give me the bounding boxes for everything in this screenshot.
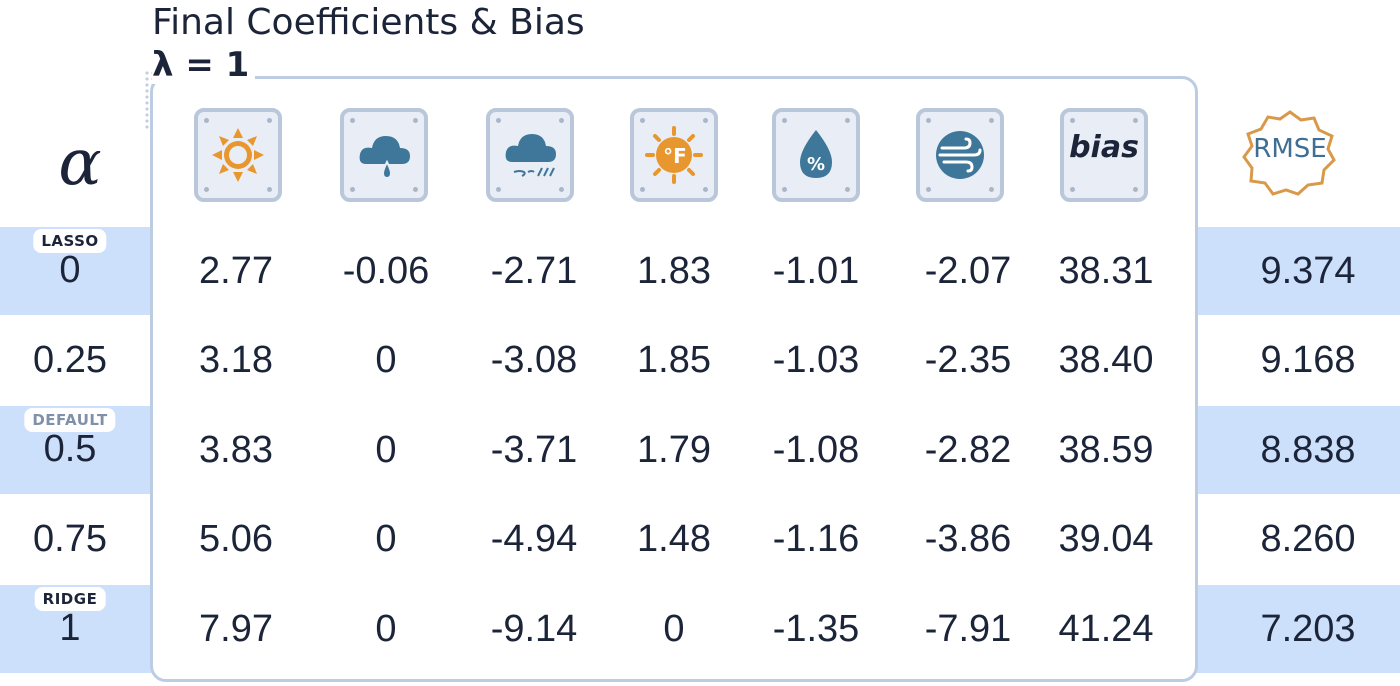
- coef-sun: 7.97: [199, 608, 273, 650]
- coef-rain: -0.06: [342, 250, 430, 292]
- chart-title: Final Coefficients & Bias: [152, 2, 585, 43]
- coef-bias: 38.59: [1058, 429, 1154, 471]
- coef-bias: 41.24: [1058, 608, 1154, 650]
- bias-header: bias: [1069, 130, 1139, 165]
- coef-snow: -3.08: [490, 339, 578, 381]
- coef-rain: 0: [375, 608, 397, 650]
- table-row: 0.75 5.06 0 -4.94 1.48 -1.16 -3.86 39.04…: [0, 495, 1400, 583]
- rmse-value: 8.838: [1260, 429, 1356, 471]
- rmse-badge-icon: [1242, 110, 1336, 196]
- coef-rain: 0: [375, 429, 397, 471]
- alpha-value: 0.75: [33, 518, 107, 560]
- coef-snow: -4.94: [490, 518, 578, 560]
- rmse-badge: RMSE: [1240, 108, 1340, 196]
- coef-humidity: -1.35: [772, 608, 860, 650]
- coef-snow: -2.71: [490, 250, 578, 292]
- row-tag: LASSO: [33, 229, 107, 253]
- coef-wind: -2.35: [924, 339, 1012, 381]
- coef-temp: 1.85: [637, 339, 711, 381]
- coef-rain: 0: [375, 339, 397, 381]
- coef-sun: 3.83: [199, 429, 273, 471]
- svg-text:°F: °F: [663, 144, 687, 168]
- coef-humidity: -1.01: [772, 250, 860, 292]
- svg-text:%: %: [807, 154, 825, 175]
- coef-snow: -9.14: [490, 608, 578, 650]
- coef-temp: 0: [663, 608, 685, 650]
- table-row: 0.25 3.18 0 -3.08 1.85 -1.03 -2.35 38.40…: [0, 316, 1400, 404]
- coef-humidity: -1.03: [772, 339, 860, 381]
- fahrenheit-sun-icon: °F: [630, 108, 718, 202]
- wind-icon: [916, 108, 1004, 202]
- coef-sun: 2.77: [199, 250, 273, 292]
- coef-bias: 38.40: [1058, 339, 1154, 381]
- coef-humidity: -1.08: [772, 429, 860, 471]
- alpha-value: 1: [59, 607, 81, 649]
- alpha-value: 0: [59, 249, 81, 291]
- rmse-value: 7.203: [1260, 608, 1356, 650]
- coef-wind: -7.91: [924, 608, 1012, 650]
- coef-rain: 0: [375, 518, 397, 560]
- coef-bias: 38.31: [1058, 250, 1154, 292]
- snow-cloud-icon: [486, 108, 574, 202]
- coef-temp: 1.48: [637, 518, 711, 560]
- coef-temp: 1.83: [637, 250, 711, 292]
- rain-cloud-icon: [340, 108, 428, 202]
- coef-wind: -2.82: [924, 429, 1012, 471]
- coef-humidity: -1.16: [772, 518, 860, 560]
- row-tag: RIDGE: [34, 587, 106, 611]
- alpha-value: 0.5: [43, 428, 97, 470]
- rmse-value: 9.168: [1260, 339, 1356, 381]
- rmse-value: 8.260: [1260, 518, 1356, 560]
- table-row: LASSO 0 2.77 -0.06 -2.71 1.83 -1.01 -2.0…: [0, 227, 1400, 315]
- table-row: DEFAULT 0.5 3.83 0 -3.71 1.79 -1.08 -2.8…: [0, 406, 1400, 494]
- humidity-drop-icon: %: [772, 108, 860, 202]
- lambda-label: λ = 1: [152, 46, 256, 84]
- bias-icon: bias: [1060, 108, 1148, 202]
- rmse-value: 9.374: [1260, 250, 1356, 292]
- row-tag: DEFAULT: [24, 408, 116, 432]
- alpha-header: α: [58, 126, 102, 200]
- coef-wind: -2.07: [924, 250, 1012, 292]
- alpha-value: 0.25: [33, 339, 107, 381]
- coef-temp: 1.79: [637, 429, 711, 471]
- coef-sun: 3.18: [199, 339, 273, 381]
- coef-bias: 39.04: [1058, 518, 1154, 560]
- coef-sun: 5.06: [199, 518, 273, 560]
- coef-snow: -3.71: [490, 429, 578, 471]
- coef-wind: -3.86: [924, 518, 1012, 560]
- table-row: RIDGE 1 7.97 0 -9.14 0 -1.35 -7.91 41.24…: [0, 585, 1400, 673]
- rmse-header: RMSE: [1253, 134, 1327, 164]
- sun-icon: [194, 108, 282, 202]
